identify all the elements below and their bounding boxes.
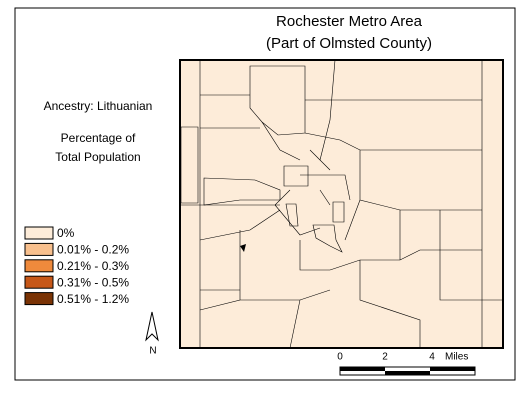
tract [312,224,343,253]
legend-title: Percentage of [61,131,136,145]
title-line: Rochester Metro Area [276,13,423,30]
north-label: N [149,346,156,357]
tract [285,203,299,227]
legend-label: 0% [57,226,75,240]
tract [249,65,306,136]
legend-label: 0.01% - 0.2% [57,243,129,257]
tract [332,201,345,223]
scale-unit: Miles [445,352,468,363]
scale-bar-segment [340,367,385,371]
north-arrow-shape [145,311,159,342]
map-frame [179,59,504,349]
legend-swatch [24,292,54,306]
scale-bar-segment [385,371,430,375]
legend-label: 0.51% - 1.2% [57,292,129,306]
legend-swatch [24,275,54,289]
legend-swatch [24,226,54,240]
legend-title: Total Population [55,150,140,164]
legend-swatch [24,259,54,273]
scale-label: 0 [337,352,343,363]
legend: 0% 0.01% - 0.2% 0.21% - 0.3% 0.31% - 0.5% 0.… [24,226,129,306]
scale-bar-segment [430,367,475,371]
map [179,59,504,349]
boundary [180,59,503,349]
north-arrow: N [145,311,159,357]
scale-label: 4 [429,352,435,363]
scale-bar: 0 2 4 Miles [337,352,476,376]
legend-label: 0.21% - 0.3% [57,259,129,273]
legend-swatch [24,242,54,256]
scale-label: 2 [382,352,388,363]
tract [240,244,246,252]
tract [283,165,309,187]
tract [180,126,199,204]
subtitle: Ancestry: Lithuanian [44,99,153,113]
title-line: (Part of Olmsted County) [266,35,432,52]
legend-label: 0.31% - 0.5% [57,275,129,289]
